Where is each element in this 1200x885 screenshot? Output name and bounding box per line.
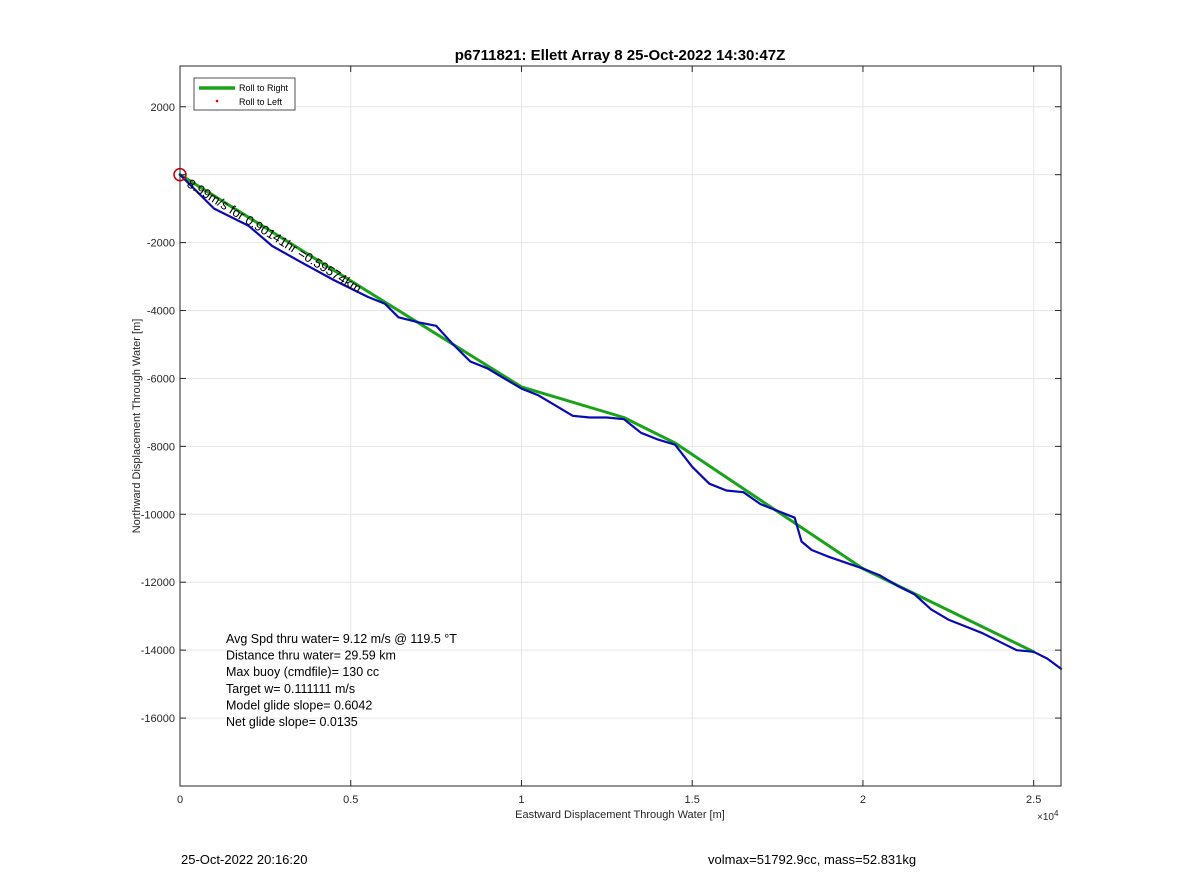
stats-text-block: Avg Spd thru water= 9.12 m/s @ 119.5 °T D… [226, 632, 457, 729]
legend: Roll to Right Roll to Left [193, 77, 296, 111]
x-tick-label: 2.5 [1026, 794, 1041, 806]
x-tick-label: 0.5 [343, 794, 358, 806]
x-axis-exponent: ×104 [1037, 809, 1059, 823]
x-exponent-base: ×10 [1037, 812, 1054, 823]
series-layer [173, 167, 1063, 670]
series-line-track [178, 173, 1063, 670]
y-tick-label: -16000 [141, 713, 175, 725]
x-tick-label: 1.5 [685, 794, 700, 806]
y-tick-label: -6000 [147, 373, 175, 385]
y-axis-label: Northward Displacement Through Water [m] [131, 319, 143, 534]
legend-box [193, 77, 296, 111]
y-tick-label: -12000 [141, 577, 175, 589]
footer-timestamp: 25-Oct-2022 20:16:20 [181, 852, 308, 867]
x-tick-label: 1 [518, 794, 524, 806]
series-line-roll-to-right [178, 173, 1036, 654]
axis-ticks: 0 0.5 1 1.5 2 2.5 2000 -2000 -4000 -6000 -8000 -100… [141, 66, 1061, 806]
y-tick-label: -10000 [141, 509, 175, 521]
stats-line: Target w= 0.111111 m/s [226, 682, 355, 696]
footer-mass-info: volmax=51792.9cc, mass=52.831kg [708, 852, 917, 867]
y-tick-label: -4000 [147, 306, 175, 318]
x-tick-label: 2 [860, 794, 866, 806]
x-axis-label: Eastward Displacement Through Water [m] [515, 809, 725, 821]
segment-speed-annotation: 8.99m/s for 0.90141hr =0.59574km [184, 176, 364, 296]
y-tick-label: -8000 [147, 441, 175, 453]
y-tick-label: -2000 [147, 238, 175, 250]
y-tick-label: -14000 [141, 645, 175, 657]
legend-label-roll-to-right: Roll to Right [239, 83, 289, 93]
y-tick-label: 2000 [151, 102, 175, 114]
x-exponent-power: 4 [1054, 809, 1059, 818]
stats-line: Distance thru water= 29.59 km [226, 649, 396, 663]
legend-label-roll-to-left: Roll to Left [239, 97, 283, 107]
grid-lines [179, 66, 1061, 786]
stats-line: Net glide slope= 0.0135 [226, 715, 358, 729]
x-tick-label: 0 [177, 794, 183, 806]
stats-line: Avg Spd thru water= 9.12 m/s @ 119.5 °T [226, 632, 457, 646]
chart-title: p6711821: Ellett Array 8 25-Oct-2022 14:… [455, 47, 785, 64]
stats-line: Max buoy (cmdfile)= 130 cc [226, 665, 379, 679]
stats-line: Model glide slope= 0.6042 [226, 698, 372, 712]
axes-frame [179, 65, 1062, 787]
legend-swatch-roll-to-left [215, 99, 219, 103]
